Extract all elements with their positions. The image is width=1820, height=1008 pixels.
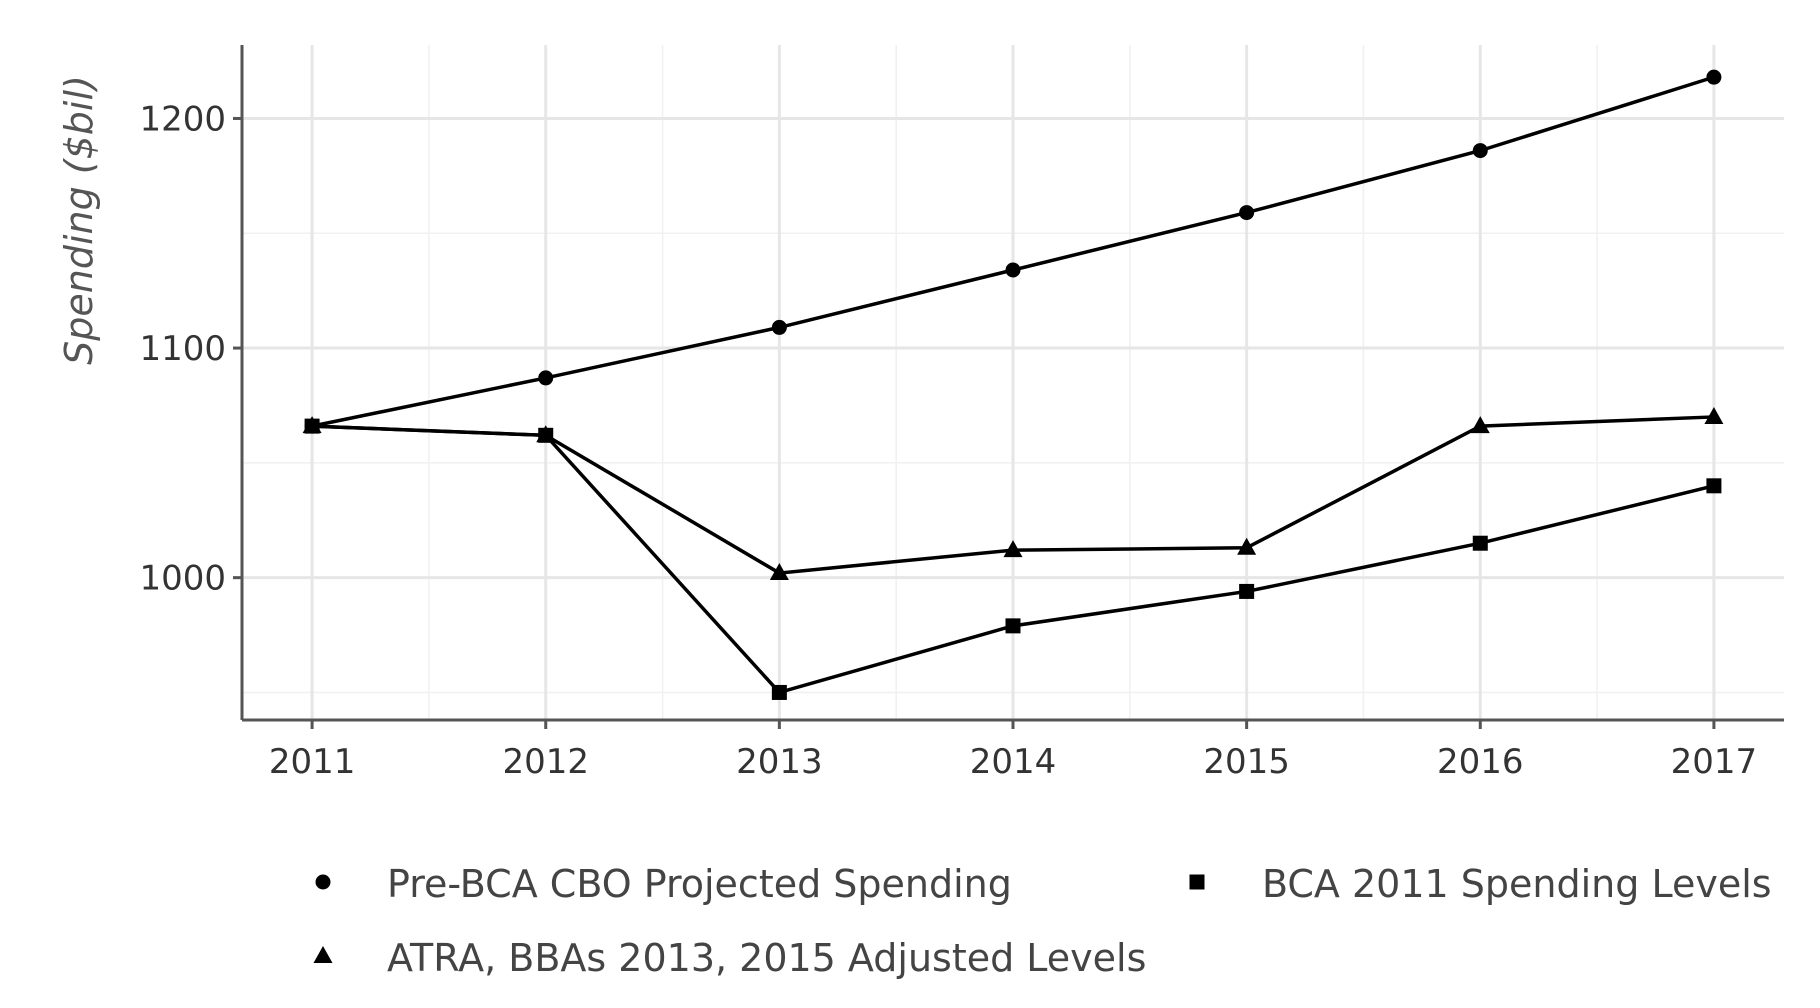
data-point-square (771, 684, 787, 700)
legend-item: Pre-BCA CBO Projected Spending (315, 862, 1012, 906)
data-point-triangle (1237, 537, 1257, 555)
legend: Pre-BCA CBO Projected Spending BCA 2011 S… (313, 862, 1772, 980)
y-tick-label: 1200 (139, 99, 226, 139)
series-layer (302, 69, 1724, 700)
grid (242, 45, 1784, 720)
data-point-square (1239, 583, 1255, 599)
data-point-circle (1005, 262, 1021, 278)
y-tick-label: 1000 (139, 559, 226, 599)
data-point-triangle (536, 425, 556, 443)
data-point-triangle (1704, 406, 1724, 424)
data-point-circle (1239, 205, 1255, 221)
x-tick-label: 2014 (970, 742, 1057, 782)
y-axis-label: Spending ($bil) (57, 75, 101, 365)
legend-item: BCA 2011 Spending Levels (1189, 862, 1772, 906)
legend-marker-triangle (313, 946, 333, 963)
x-tick-label: 2011 (269, 742, 356, 782)
data-point-square (1706, 478, 1722, 494)
legend-item: ATRA, BBAs 2013, 2015 Adjusted Levels (313, 936, 1146, 980)
x-tick-label: 2017 (1671, 742, 1758, 782)
axes: 1000 1100 1200 2011 2012 2013 2014 2015 2016 2017 (139, 45, 1784, 782)
data-point-circle (771, 319, 787, 335)
legend-label: Pre-BCA CBO Projected Spending (387, 862, 1012, 906)
data-point-triangle (1470, 416, 1490, 434)
data-point-triangle (769, 563, 789, 581)
y-tick-label: 1100 (139, 329, 226, 369)
legend-marker-circle (315, 874, 331, 890)
data-point-triangle (1003, 540, 1023, 558)
series-3 (302, 406, 1724, 581)
x-tick-label: 2013 (736, 742, 823, 782)
data-point-triangle (302, 416, 322, 434)
x-tick-label: 2012 (502, 742, 589, 782)
data-point-circle (1706, 69, 1722, 85)
data-point-circle (538, 370, 554, 386)
legend-label: BCA 2011 Spending Levels (1262, 862, 1772, 906)
data-point-circle (1472, 143, 1488, 159)
legend-label: ATRA, BBAs 2013, 2015 Adjusted Levels (387, 936, 1146, 980)
data-point-square (1472, 535, 1488, 551)
x-tick-label: 2015 (1203, 742, 1290, 782)
legend-marker-square (1189, 874, 1205, 890)
data-point-square (1005, 618, 1021, 634)
x-tick-label: 2016 (1437, 742, 1524, 782)
